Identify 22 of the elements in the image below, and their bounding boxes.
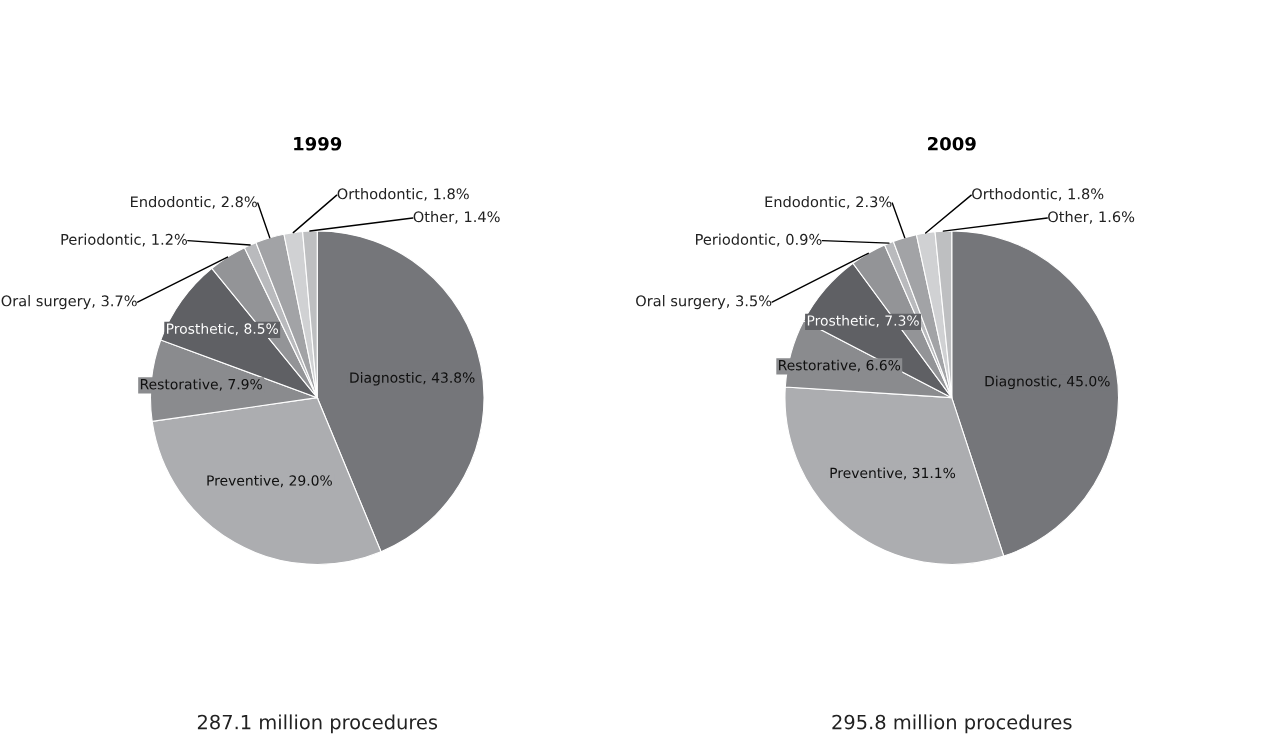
slice-label: Orthodontic, 1.8% <box>972 188 1104 201</box>
slice-label: Restorative, 6.6% <box>779 359 901 372</box>
slice-label: Restorative, 7.9% <box>140 378 262 391</box>
slice-label: Prosthetic, 7.3% <box>807 315 919 328</box>
slice-label: Endodontic, 2.3% <box>765 196 892 209</box>
slice-label: Endodontic, 2.8% <box>131 196 257 209</box>
slice-label: Prosthetic, 8.5% <box>167 323 279 336</box>
text: 287.1 million procedures <box>197 714 438 734</box>
slice-label: Preventive, 31.1% <box>830 467 956 480</box>
chart-title: 1999 <box>294 136 342 151</box>
slice-label: Periodontic, 1.2% <box>61 233 188 247</box>
slice-label: Other, 1.4% <box>413 210 500 224</box>
slice-label: Diagnostic, 43.8% <box>350 372 475 386</box>
slice-label: Periodontic, 0.9% <box>696 233 822 247</box>
slice-label: Oral surgery, 3.5% <box>636 295 772 310</box>
slice-label: Oral surgery, 3.7% <box>1 295 137 310</box>
chart-title: 2009 <box>928 136 976 151</box>
slice-label: Other, 1.6% <box>1048 210 1135 224</box>
slice-label: Preventive, 29.0% <box>207 475 332 488</box>
text: 295.8 million procedures <box>832 714 1072 734</box>
slice-label: Orthodontic, 1.8% <box>337 188 469 201</box>
slice-label: Diagnostic, 45.0% <box>985 375 1110 390</box>
